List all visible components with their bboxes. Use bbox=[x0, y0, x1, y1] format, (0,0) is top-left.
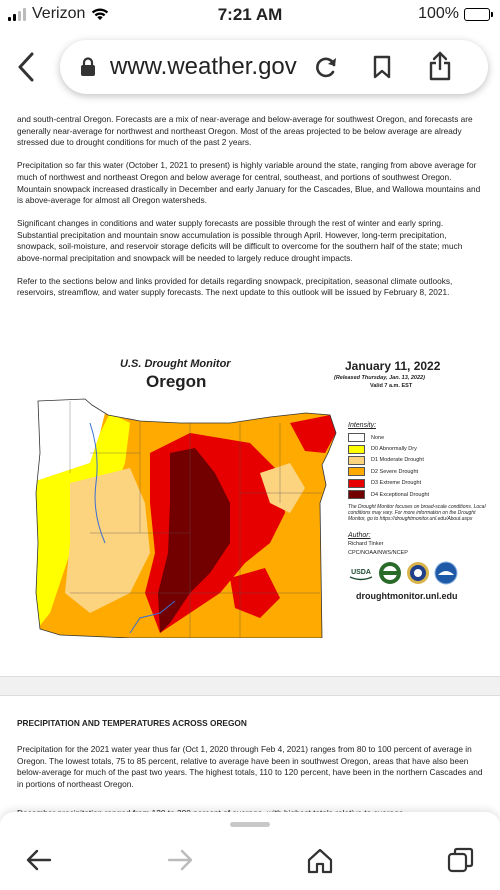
svg-text:USDA: USDA bbox=[351, 569, 371, 576]
legend-swatch bbox=[348, 444, 365, 454]
legend-item: D1 Moderate Drought bbox=[348, 455, 483, 466]
carrier-name: Verizon bbox=[32, 5, 86, 22]
legend-heading: Intensity: bbox=[348, 422, 377, 429]
section-divider bbox=[0, 676, 500, 696]
back-chevron-icon[interactable] bbox=[12, 50, 42, 84]
lock-icon bbox=[81, 57, 95, 76]
url-text: www.weather.gov bbox=[110, 53, 297, 80]
browser-toolbar bbox=[0, 812, 500, 890]
legend-item: D0 Abnormally Dry bbox=[348, 443, 483, 454]
commerce-seal-icon bbox=[407, 562, 429, 585]
oregon-drought-map bbox=[35, 398, 337, 638]
legend-item: D2 Severe Drought bbox=[348, 466, 483, 477]
drought-monitor-url: droughtmonitor.unl.edu bbox=[356, 591, 458, 602]
legend-swatch bbox=[348, 433, 365, 443]
paragraph: Significant changes in conditions and wa… bbox=[17, 217, 463, 264]
usda-logo-icon: USDA bbox=[349, 565, 373, 581]
legend-swatch bbox=[348, 478, 365, 488]
map-valid-time: Valid 7 a.m. EST bbox=[370, 383, 413, 389]
map-region: Oregon bbox=[146, 372, 207, 391]
signal-icon bbox=[8, 7, 26, 21]
bookmark-icon[interactable] bbox=[372, 55, 392, 79]
map-date: January 11, 2022 bbox=[345, 359, 441, 373]
section-paragraph: Precipitation for the 2021 water year th… bbox=[17, 744, 483, 790]
author-org: CPC/NOAA/NWS/NCEP bbox=[348, 550, 408, 557]
legend-label: D2 Severe Drought bbox=[371, 468, 419, 475]
legend-item: None bbox=[348, 432, 483, 443]
legend-swatch bbox=[348, 467, 365, 477]
paragraph: Refer to the sections below and links pr… bbox=[17, 275, 453, 298]
legend-label: D3 Extreme Drought bbox=[371, 480, 422, 487]
legend-label: D0 Abnormally Dry bbox=[371, 446, 417, 453]
page-content: and south-central Oregon. Forecasts are … bbox=[0, 108, 500, 820]
sheet-grabber[interactable] bbox=[230, 822, 270, 827]
legend-swatch bbox=[348, 455, 365, 465]
share-icon[interactable] bbox=[428, 51, 452, 81]
section-heading: PRECIPITATION AND TEMPERATURES ACROSS OR… bbox=[17, 718, 247, 728]
tabs-icon[interactable] bbox=[446, 846, 476, 874]
legend-item: D3 Extreme Drought bbox=[348, 478, 483, 489]
legend-label: None bbox=[371, 434, 385, 441]
home-icon[interactable] bbox=[305, 846, 335, 874]
clock: 7:21 AM bbox=[217, 5, 283, 24]
wifi-icon bbox=[92, 8, 109, 20]
map-released: (Released Thursday, Jan. 13, 2022) bbox=[334, 375, 425, 381]
map-title: U.S. Drought Monitor bbox=[120, 358, 231, 370]
paragraph: Precipitation so far this water (October… bbox=[17, 160, 481, 206]
map-legend: Intensity: None D0 Abnormally Dry D1 Mod… bbox=[348, 422, 486, 602]
battery-group: 100% bbox=[418, 5, 493, 23]
legend-note: The Drought Monitor focuses on broad-sca… bbox=[348, 504, 486, 523]
forward-arrow-icon[interactable] bbox=[165, 846, 195, 874]
legend-label: D4 Exceptional Drought bbox=[371, 491, 430, 498]
ndmc-logo-icon bbox=[379, 562, 401, 585]
drought-map-figure: U.S. Drought Monitor Oregon January 11, … bbox=[30, 358, 486, 653]
legend-label: D1 Moderate Drought bbox=[371, 457, 424, 464]
status-bar: Verizon 7:21 AM 100% bbox=[0, 0, 500, 30]
back-arrow-icon[interactable] bbox=[24, 846, 54, 874]
author-name: Richard Tinker bbox=[348, 541, 384, 548]
document-body: and south-central Oregon. Forecasts are … bbox=[17, 114, 485, 310]
noaa-logo-icon bbox=[434, 561, 458, 585]
agency-logos: USDA bbox=[348, 561, 483, 585]
paragraph: and south-central Oregon. Forecasts are … bbox=[17, 114, 473, 148]
author-heading: Author: bbox=[348, 532, 371, 540]
browser-address-bar: www.weather.gov bbox=[0, 36, 500, 98]
battery-percent: 100% bbox=[418, 5, 459, 22]
carrier-group: Verizon bbox=[8, 5, 109, 23]
legend-swatch bbox=[348, 490, 365, 500]
battery-icon bbox=[464, 7, 493, 21]
url-field[interactable]: www.weather.gov bbox=[60, 40, 488, 94]
legend-item: D4 Exceptional Drought bbox=[348, 489, 483, 500]
reload-icon[interactable] bbox=[314, 55, 338, 79]
